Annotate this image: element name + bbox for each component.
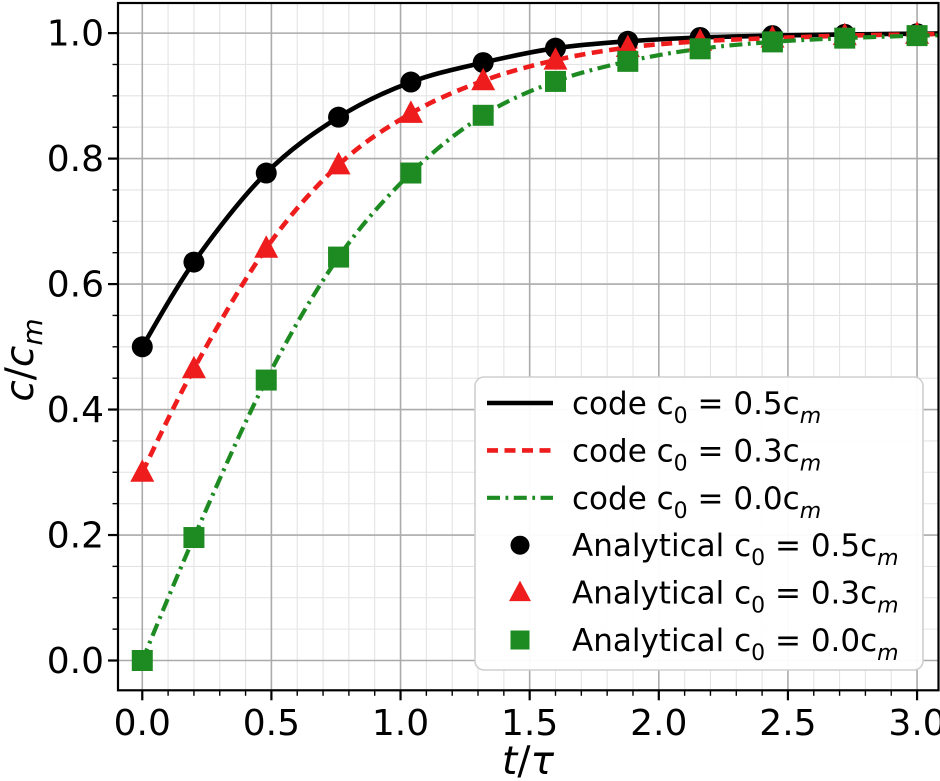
data-point-square: [510, 630, 530, 650]
y-tick-label: 0.8: [47, 139, 104, 180]
label-subscript: 0: [751, 546, 765, 571]
label-text: Analytical c: [572, 576, 751, 612]
data-point-square: [472, 104, 494, 126]
data-point-square: [617, 50, 639, 72]
data-point-square: [400, 162, 422, 184]
legend-entry: Analytical c0 = 0.0cm: [510, 623, 899, 666]
data-point-square: [906, 25, 928, 47]
data-point-triangle: [181, 355, 206, 379]
legend-entry-label: Analytical c0 = 0.3cm: [572, 576, 899, 619]
label-subscript: m: [877, 546, 898, 571]
series-line-dashdot: [140, 33, 939, 662]
label-text: Analytical c: [572, 623, 751, 659]
label-subscript: 0: [751, 594, 765, 619]
data-point-square: [183, 527, 205, 549]
label-text: /: [517, 739, 531, 781]
legend-entry-label: Analytical c0 = 0.5cm: [572, 528, 899, 571]
label-text: c: [0, 346, 43, 367]
tick-labels: 0.0 0.5 1.0 1.5 2.0 2.5 3.0 0.0 0.2 0.4 0.6 0.8 1.0: [47, 14, 940, 744]
axis-ticks: [108, 32, 919, 701]
data-point-square: [255, 369, 277, 391]
label-text: = 0.5c: [765, 528, 877, 564]
legend-entry: code c0 = 0.0cm: [487, 481, 821, 524]
label-text: code c: [572, 481, 674, 517]
label-subscript: 0: [674, 451, 688, 476]
label-text: = 0.0c: [765, 623, 877, 659]
series-markers: [130, 21, 930, 671]
x-tick-label: 3.0: [888, 703, 940, 744]
y-tick-label: 0.2: [47, 516, 104, 557]
label-text: t: [502, 739, 519, 781]
x-tick-label: 0.0: [114, 703, 171, 744]
legend-entry-label: code c0 = 0.0cm: [572, 481, 821, 524]
series-line-dashed: [140, 31, 939, 474]
x-tick-label: 0.5: [243, 703, 300, 744]
data-point-square: [328, 246, 350, 268]
y-axis-label: c/cm: [0, 318, 49, 401]
data-point-triangle: [130, 459, 155, 482]
data-point-circle: [255, 162, 277, 184]
legend-entry-label: Analytical c0 = 0.0cm: [572, 623, 899, 666]
legend-entry-label: code c0 = 0.5cm: [572, 386, 821, 429]
label-subscript: m: [16, 318, 49, 345]
data-point-triangle: [509, 580, 531, 602]
label-subscript: m: [800, 499, 821, 524]
data-point-circle: [131, 336, 153, 358]
data-point-square: [761, 31, 783, 53]
legend-entry: Analytical c0 = 0.5cm: [510, 528, 899, 571]
data-point-triangle: [254, 235, 279, 258]
x-tick-label: 2.5: [759, 703, 816, 744]
data-point-square: [131, 649, 153, 671]
data-point-circle: [183, 251, 205, 273]
label-text: = 0.5c: [688, 386, 800, 422]
label-text: = 0.3c: [765, 576, 877, 612]
y-tick-label: 0.6: [47, 265, 104, 306]
legend-entry: Analytical c0 = 0.3cm: [509, 576, 899, 619]
x-tick-label: 1.0: [372, 703, 429, 744]
legend-box: [474, 376, 924, 671]
x-axis-label: t/τ: [502, 739, 554, 781]
data-point-triangle: [543, 47, 568, 70]
label-subscript: m: [877, 594, 898, 619]
label-text: Analytical c: [572, 528, 751, 564]
data-point-triangle: [471, 67, 496, 91]
data-point-circle: [472, 52, 494, 74]
data-point-circle: [510, 535, 530, 555]
data-point-square: [689, 38, 711, 60]
label-text: code c: [572, 433, 674, 469]
legend-entry: code c0 = 0.5cm: [487, 386, 821, 429]
y-tick-label: 0.0: [47, 641, 104, 682]
label-text: τ: [530, 739, 554, 781]
legend-entry-label: code c0 = 0.3cm: [572, 433, 821, 476]
label-text: c: [0, 380, 43, 401]
label-subscript: 0: [674, 499, 688, 524]
label-subscript: m: [800, 404, 821, 429]
y-tick-label: 0.4: [47, 390, 104, 431]
label-subscript: m: [877, 641, 898, 666]
label-text: code c: [572, 386, 674, 422]
y-tick-label: 1.0: [47, 14, 104, 55]
legend-entry: code c0 = 0.3cm: [487, 433, 821, 476]
data-point-square: [834, 27, 856, 49]
x-tick-label: 2.0: [630, 703, 687, 744]
label-text: = 0.3c: [688, 433, 800, 469]
data-point-circle: [328, 106, 350, 128]
x-tick-label: 1.5: [501, 703, 558, 744]
label-text: /: [0, 366, 43, 380]
label-text: = 0.0c: [688, 481, 800, 517]
data-point-triangle: [326, 151, 351, 175]
data-point-circle: [400, 71, 422, 93]
label-subscript: 0: [751, 641, 765, 666]
data-point-square: [544, 70, 566, 92]
data-point-triangle: [398, 100, 423, 123]
label-subscript: 0: [674, 404, 688, 429]
label-subscript: m: [800, 451, 821, 476]
marker-series: [131, 25, 928, 671]
